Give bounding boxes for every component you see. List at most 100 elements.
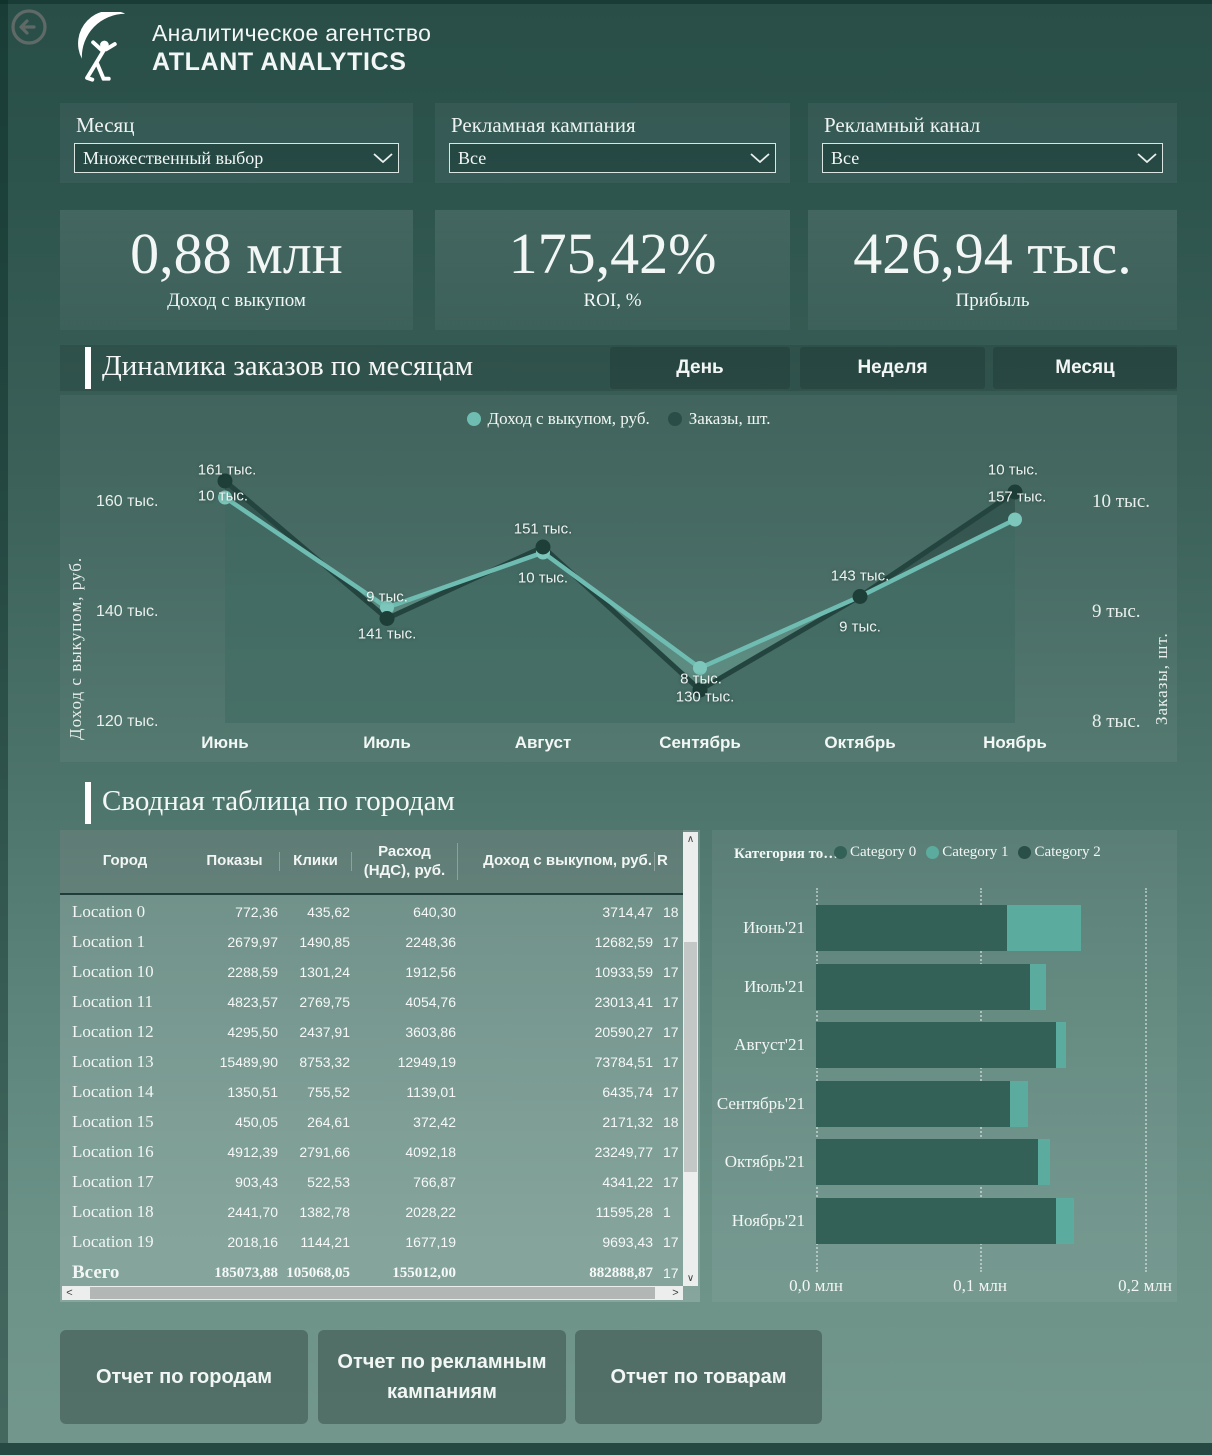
chevron-down-icon xyxy=(368,153,398,163)
bar-segment-category-1[interactable] xyxy=(1029,963,1047,1010)
table-cell: 1677,19 xyxy=(405,1234,456,1250)
table-row[interactable]: Location 12 4295,50 2437,91 3603,86 20590,27… xyxy=(60,1017,683,1047)
table-cell: 3714,47 xyxy=(602,904,653,920)
bar-category-label: Октябрь'21 xyxy=(724,1152,805,1171)
bar-segment-category-1[interactable] xyxy=(1056,1197,1075,1244)
table-cell: 372,42 xyxy=(413,1114,456,1130)
x-axis-month-label: Октябрь xyxy=(824,733,896,752)
table-cell: 903,43 xyxy=(235,1174,278,1190)
bar-segment-category-0[interactable] xyxy=(816,905,1007,951)
filter-channel-dropdown[interactable]: Все xyxy=(822,143,1163,173)
table-cell: 6435,74 xyxy=(602,1084,653,1100)
bar-segment-category-0[interactable] xyxy=(816,1022,1057,1068)
table-cell: 17 xyxy=(663,1024,679,1040)
kpi-profit-value: 426,94 тыс. xyxy=(853,221,1132,286)
revenue-data-label: 151 тыс. xyxy=(513,520,573,538)
y-right-axis-title: Заказы, шт. xyxy=(1152,632,1171,725)
table-cell: Location 10 xyxy=(72,962,154,981)
orders-data-label: 10 тыс. xyxy=(987,461,1039,479)
orders-data-label: 9 тыс. xyxy=(366,588,408,606)
report-campaigns-button[interactable]: Отчет по рекламным кампаниям xyxy=(318,1330,566,1424)
table-total-row[interactable]: Всего 185073,88 105068,05 155012,00 882888,8… xyxy=(60,1257,683,1289)
orders-point[interactable] xyxy=(852,589,868,604)
legend-dot-icon xyxy=(667,412,682,426)
revenue-point[interactable] xyxy=(380,600,394,615)
table-row[interactable]: Location 10 2288,59 1301,24 1912,56 10933,59… xyxy=(60,957,683,987)
back-button[interactable] xyxy=(10,8,48,46)
table-row[interactable]: Location 0 772,36 435,62 640,30 3714,47 18 xyxy=(60,897,683,927)
table-cell: 264,61 xyxy=(307,1114,350,1130)
table-cell: 12682,59 xyxy=(594,934,653,950)
orders-point[interactable] xyxy=(535,539,551,555)
legend-dot-icon xyxy=(466,412,481,426)
filter-campaign: Рекламная кампания Все xyxy=(435,103,790,183)
bar-legend-item[interactable]: Category 0 xyxy=(834,844,916,861)
table-row[interactable]: Location 11 4823,57 2769,75 4054,76 23013,41… xyxy=(60,987,683,1017)
category-bar-panel: Категория то… Category 0 Category 1 Catego… xyxy=(712,830,1177,1302)
scroll-right-icon[interactable]: > xyxy=(672,1287,679,1299)
table-cell: 522,53 xyxy=(307,1174,350,1190)
bar-legend-item[interactable]: Category 1 xyxy=(926,844,1008,861)
bar-segment-category-0[interactable] xyxy=(816,1139,1039,1185)
bar-segment-category-0[interactable] xyxy=(816,1080,1011,1127)
orders-point[interactable] xyxy=(379,611,395,626)
table-row[interactable]: Location 16 4912,39 2791,66 4092,18 23249,77… xyxy=(60,1137,683,1167)
bar-segment-category-0[interactable] xyxy=(816,963,1030,1010)
scroll-down-icon[interactable]: ∨ xyxy=(686,1273,695,1284)
revenue-line xyxy=(223,495,1017,671)
table-header-cell[interactable]: Расход (НДС), руб. xyxy=(352,842,458,881)
table-row[interactable]: Location 1 2679,97 1490,85 2248,36 12682,59 1… xyxy=(60,927,683,957)
bar-segment-category-1[interactable] xyxy=(1056,1022,1067,1068)
scroll-up-icon[interactable]: ∧ xyxy=(686,834,695,845)
bar-segment-category-1[interactable] xyxy=(1006,905,1081,951)
table-header-cell[interactable]: R xyxy=(657,852,668,870)
y-left-tick: 140 тыс. xyxy=(96,603,159,620)
x-axis-month-label: Июль xyxy=(363,733,411,752)
table-row[interactable]: Location 15 450,05 264,61 372,42 2171,32 18 xyxy=(60,1107,683,1137)
table-row[interactable]: Location 18 2441,70 1382,78 2028,22 11595,28… xyxy=(60,1197,683,1227)
table-cell: 20590,27 xyxy=(594,1024,653,1040)
period-button-month[interactable]: Месяц xyxy=(993,347,1177,389)
orders-point[interactable] xyxy=(1007,484,1023,500)
table-row[interactable]: Location 14 1350,51 755,52 1139,01 6435,74 17 xyxy=(60,1077,683,1107)
table-header-cell[interactable]: Показы xyxy=(190,852,280,871)
report-cities-button[interactable]: Отчет по городам xyxy=(60,1330,308,1424)
filter-campaign-dropdown[interactable]: Все xyxy=(449,143,776,173)
table-horizontal-scrollbar[interactable]: < > xyxy=(62,1286,683,1300)
table-header-cell[interactable]: Клики xyxy=(280,852,352,871)
back-arrow-icon xyxy=(11,9,47,45)
report-products-button[interactable]: Отчет по товарам xyxy=(575,1330,822,1424)
orders-point[interactable] xyxy=(217,473,233,489)
table-cell: 882888,87 xyxy=(589,1264,653,1281)
kpi-roi-value: 175,42% xyxy=(508,221,717,286)
period-button-day[interactable]: День xyxy=(610,347,790,389)
table-cell: 1350,51 xyxy=(227,1084,278,1100)
legend-item[interactable]: Заказы, шт. xyxy=(667,409,770,429)
bar-segment-category-0[interactable] xyxy=(816,1197,1057,1244)
bar-segment-category-1[interactable] xyxy=(1038,1139,1050,1185)
orders-point[interactable] xyxy=(692,682,708,698)
filter-month-dropdown[interactable]: Множественный выбор xyxy=(74,143,399,173)
horizontal-scroll-thumb[interactable] xyxy=(90,1287,655,1299)
table-header-cell[interactable]: Доход с выкупом, руб. xyxy=(458,852,655,871)
bar-segment-category-1[interactable] xyxy=(1010,1080,1029,1127)
revenue-point[interactable] xyxy=(693,661,707,675)
legend-item[interactable]: Доход с выкупом, руб. xyxy=(466,409,650,429)
atlant-logo-icon xyxy=(68,10,146,90)
table-row[interactable]: Location 17 903,43 522,53 766,87 4341,22 17 xyxy=(60,1167,683,1197)
chevron-down-icon xyxy=(1132,153,1162,163)
scroll-left-icon[interactable]: < xyxy=(66,1287,73,1299)
table-vertical-scrollbar[interactable]: ∧ ∨ xyxy=(683,832,698,1286)
revenue-point[interactable] xyxy=(218,490,232,505)
bar-legend-item[interactable]: Category 2 xyxy=(1018,844,1101,861)
table-header-cell[interactable]: Город xyxy=(102,852,148,870)
table-row[interactable]: Location 19 2018,16 1144,21 1677,19 9693,43 1… xyxy=(60,1227,683,1257)
revenue-point[interactable] xyxy=(1008,512,1022,527)
table-row[interactable]: Location 13 15489,90 8753,32 12949,19 73784,… xyxy=(60,1047,683,1077)
period-button-week[interactable]: Неделя xyxy=(800,347,985,389)
table-cell: Location 18 xyxy=(72,1202,154,1221)
bar-legend-label: Category 2 xyxy=(1034,844,1101,860)
table-cell: 2769,75 xyxy=(299,994,350,1010)
vertical-scroll-thumb[interactable] xyxy=(684,942,697,1172)
